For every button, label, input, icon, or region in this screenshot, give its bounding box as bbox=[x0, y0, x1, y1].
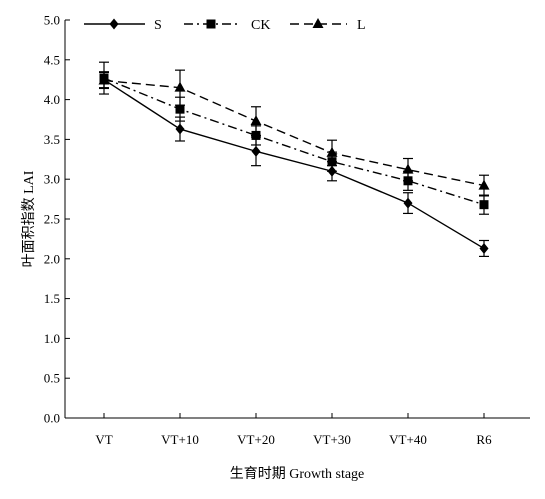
legend-label-ck: CK bbox=[251, 18, 270, 33]
series-l bbox=[98, 69, 490, 197]
data-point-ck bbox=[479, 200, 489, 210]
y-tick-label: 2.0 bbox=[44, 251, 60, 266]
legend-label-l: L bbox=[357, 18, 366, 33]
data-point-s bbox=[251, 145, 261, 157]
legend-marker-s bbox=[109, 18, 119, 30]
y-tick-label: 1.5 bbox=[44, 291, 60, 306]
x-tick-label: R6 bbox=[476, 432, 492, 447]
y-tick-label: 3.0 bbox=[44, 172, 60, 187]
data-point-l bbox=[174, 81, 186, 92]
series-line-ck bbox=[103, 77, 485, 206]
data-point-ck bbox=[175, 104, 185, 114]
series-layer bbox=[98, 61, 490, 258]
axes bbox=[64, 20, 530, 419]
data-point-s bbox=[479, 242, 489, 254]
series-line-l bbox=[103, 79, 485, 187]
y-tick-label: 4.5 bbox=[44, 52, 60, 67]
data-point-l bbox=[326, 146, 338, 157]
series-ck bbox=[99, 61, 489, 215]
data-point-l bbox=[478, 179, 490, 190]
y-axis-title: 叶面积指数 LAI bbox=[21, 170, 37, 267]
x-tick-label: VT+10 bbox=[161, 432, 199, 447]
y-ticks: 0.0 0.5 1.0 1.5 2.0 2.5 3.0 3.5 4.0 4.5 5.0 bbox=[44, 13, 70, 426]
y-tick-label: 0.5 bbox=[44, 371, 60, 386]
x-tick-label: VT+40 bbox=[389, 432, 427, 447]
x-tick-label: VT bbox=[95, 432, 112, 447]
legend-marker-ck bbox=[206, 19, 216, 29]
y-tick-label: 2.5 bbox=[44, 212, 60, 227]
data-point-l bbox=[250, 115, 262, 126]
y-tick-label: 3.5 bbox=[44, 132, 60, 147]
x-tick-label: VT+30 bbox=[313, 432, 351, 447]
data-point-l bbox=[98, 74, 110, 85]
x-ticks: VT VT+10 VT+20 VT+30 VT+40 R6 bbox=[95, 413, 492, 447]
y-tick-label: 5.0 bbox=[44, 13, 60, 28]
data-point-l bbox=[402, 163, 414, 174]
x-tick-label: VT+20 bbox=[237, 432, 275, 447]
legend: S CK L bbox=[84, 18, 366, 33]
y-tick-label: 4.0 bbox=[44, 92, 60, 107]
y-tick-label: 0.0 bbox=[44, 411, 60, 426]
legend-label-s: S bbox=[154, 18, 162, 33]
series-line-s bbox=[103, 79, 485, 250]
legend-marker-l bbox=[312, 18, 324, 28]
data-point-s bbox=[403, 197, 413, 209]
x-axis-title: 生育时期 Growth stage bbox=[230, 466, 365, 482]
data-point-s bbox=[175, 123, 185, 135]
y-tick-label: 1.0 bbox=[44, 331, 60, 346]
